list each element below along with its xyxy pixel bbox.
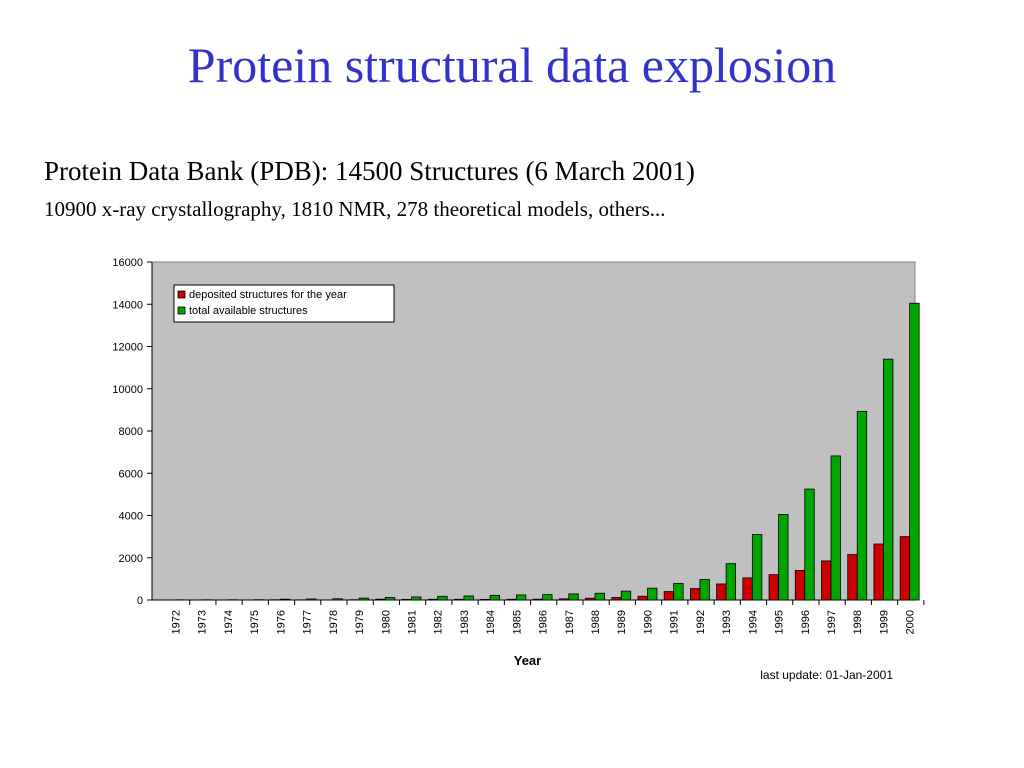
x-tick-label-1972: 1972 — [171, 610, 183, 634]
x-tick-label-1973: 1973 — [197, 610, 209, 634]
x-tick-label-1975: 1975 — [249, 610, 261, 634]
bar-total-1989 — [620, 590, 632, 601]
x-tick-label-1989: 1989 — [616, 610, 628, 634]
bar-total-1981 — [411, 596, 422, 601]
bar-total-1984 — [489, 594, 501, 601]
y-tick-label: 6000 — [119, 468, 143, 480]
bar-total-1985 — [515, 594, 527, 601]
bar-total-1991 — [673, 583, 684, 601]
bar-deposited-1992 — [689, 588, 701, 601]
bar-deposited-1990 — [637, 595, 648, 601]
x-tick-label-1982: 1982 — [433, 610, 445, 634]
x-tick-label-1997: 1997 — [826, 610, 838, 634]
bar-total-1994 — [751, 534, 763, 601]
bar-total-1978 — [332, 598, 343, 601]
x-tick-label-1974: 1974 — [223, 610, 235, 634]
bar-total-2000 — [909, 302, 920, 601]
bar-deposited-1986 — [532, 598, 543, 601]
legend-box — [173, 284, 395, 323]
x-tick-label-1996: 1996 — [800, 610, 812, 634]
last-update-annotation: last update: 01-Jan-2001 — [760, 668, 893, 682]
bar-total-1987 — [568, 593, 579, 601]
x-tick-label-1981: 1981 — [406, 610, 418, 634]
bar-total-1998 — [856, 410, 868, 601]
bar-total-1993 — [725, 563, 737, 601]
y-tick-label: 12000 — [112, 342, 143, 354]
bar-deposited-1981 — [401, 598, 412, 601]
legend-swatch-deposited — [177, 290, 186, 299]
x-tick-label-1995: 1995 — [774, 610, 786, 634]
x-tick-label-1992: 1992 — [695, 610, 707, 634]
bar-total-1976 — [279, 598, 291, 601]
bar-deposited-1996 — [794, 570, 806, 601]
pdb-method-breakdown-line: 10900 x-ray crystallography, 1810 NMR, 2… — [44, 197, 666, 221]
bar-total-1992 — [699, 579, 710, 601]
x-tick-label-1991: 1991 — [669, 610, 681, 634]
legend-label-deposited: deposited structures for the year — [189, 289, 347, 301]
x-tick-label-1988: 1988 — [590, 610, 602, 634]
bar-total-1979 — [358, 597, 369, 601]
bar-deposited-1985 — [506, 598, 517, 601]
x-tick-label-1976: 1976 — [275, 610, 287, 634]
x-tick-label-1986: 1986 — [538, 610, 550, 634]
x-tick-label-1984: 1984 — [485, 610, 497, 634]
bar-total-1977 — [306, 598, 317, 601]
bar-deposited-2000 — [899, 536, 911, 601]
bar-deposited-1984 — [480, 598, 491, 601]
bar-total-1995 — [778, 514, 789, 601]
bar-total-1986 — [542, 594, 553, 601]
bar-deposited-1987 — [558, 598, 570, 601]
legend-label-total: total available structures — [189, 305, 308, 317]
x-tick-label-1994: 1994 — [747, 610, 759, 634]
x-tick-label-1980: 1980 — [380, 610, 392, 634]
bar-deposited-1995 — [768, 574, 779, 601]
y-tick-label: 10000 — [112, 384, 143, 396]
y-tick-label: 8000 — [119, 426, 143, 438]
x-tick-label-2000: 2000 — [905, 610, 917, 634]
x-tick-label-1985: 1985 — [511, 610, 523, 634]
bar-deposited-1982 — [427, 598, 439, 601]
bar-deposited-1991 — [663, 591, 675, 601]
bar-total-1990 — [647, 587, 658, 601]
x-tick-label-1983: 1983 — [459, 610, 471, 634]
bar-total-1997 — [830, 455, 841, 601]
bar-deposited-1994 — [742, 577, 753, 601]
x-tick-label-1977: 1977 — [302, 610, 314, 634]
bar-deposited-1989 — [611, 597, 622, 601]
x-axis-title: Year — [514, 653, 541, 668]
y-tick-label: 2000 — [119, 553, 143, 565]
bar-deposited-1993 — [716, 583, 727, 601]
y-tick-label: 0 — [137, 595, 143, 607]
slide-title: Protein structural data explosion — [187, 37, 837, 93]
x-tick-label-1993: 1993 — [721, 610, 733, 634]
bar-total-1996 — [804, 488, 815, 601]
bar-total-1980 — [384, 597, 396, 601]
bar-total-1982 — [437, 595, 448, 601]
bar-deposited-1988 — [585, 597, 596, 601]
x-tick-label-1998: 1998 — [852, 610, 864, 634]
bar-deposited-1983 — [454, 598, 465, 601]
y-tick-label: 14000 — [112, 299, 143, 311]
bar-total-1988 — [594, 592, 605, 601]
y-tick-label: 16000 — [112, 257, 143, 269]
legend-swatch-total — [177, 306, 186, 315]
x-tick-label-1999: 1999 — [878, 610, 890, 634]
bar-deposited-1997 — [821, 560, 832, 601]
bar-deposited-1980 — [375, 598, 386, 601]
x-tick-label-1978: 1978 — [328, 610, 340, 634]
x-tick-label-1990: 1990 — [642, 610, 654, 634]
bar-total-1983 — [463, 595, 474, 601]
pdb-summary-line: Protein Data Bank (PDB): 14500 Structure… — [44, 156, 695, 186]
y-tick-label: 4000 — [119, 511, 143, 523]
bar-total-1999 — [883, 358, 894, 601]
x-tick-label-1987: 1987 — [564, 610, 576, 634]
bar-deposited-1998 — [847, 554, 858, 601]
bar-deposited-1999 — [873, 543, 884, 601]
x-tick-label-1979: 1979 — [354, 610, 366, 634]
